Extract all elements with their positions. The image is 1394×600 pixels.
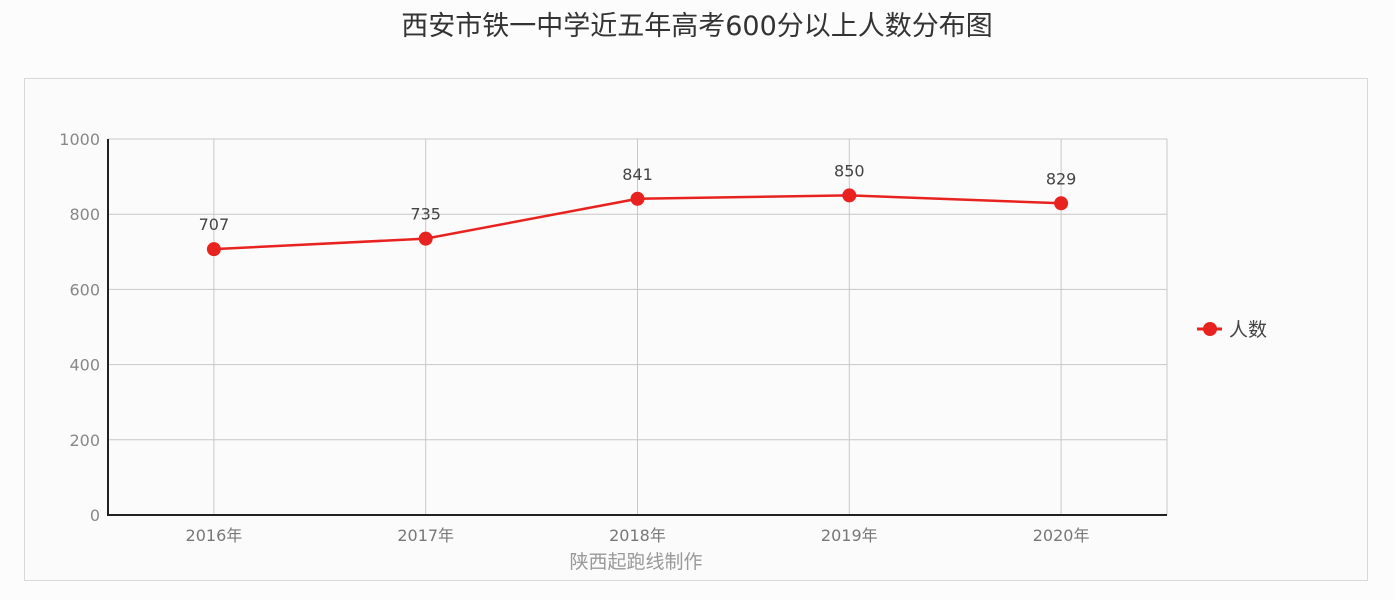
x-axis-ticks: 2016年 2017年 2018年 2019年 2020年 (186, 526, 1090, 545)
legend-label: 人数 (1229, 319, 1267, 341)
chart-panel (24, 78, 1368, 581)
data-point-marker[interactable] (206, 242, 221, 257)
data-label: 850 (834, 161, 865, 180)
data-label: 735 (410, 205, 441, 224)
series-line (206, 188, 1069, 257)
data-label: 829 (1046, 169, 1077, 188)
y-tick-label: 200 (69, 431, 100, 450)
legend-marker-icon (1203, 322, 1217, 336)
x-tick-label: 2017年 (397, 526, 454, 545)
data-point-marker[interactable] (1054, 196, 1069, 211)
data-label: 707 (199, 215, 230, 234)
data-point-marker[interactable] (418, 231, 433, 246)
x-tick-label: 2020年 (1033, 526, 1090, 545)
data-labels: 707 735 841 850 829 (199, 161, 1077, 234)
data-label: 841 (622, 165, 653, 184)
y-tick-label: 400 (69, 356, 100, 375)
gridlines (108, 138, 1168, 515)
x-tick-label: 2018年 (609, 526, 666, 545)
legend[interactable]: 人数 (1197, 319, 1267, 341)
y-tick-label: 600 (69, 280, 100, 299)
chart-title: 西安市铁一中学近五年高考600分以上人数分布图 (401, 11, 993, 42)
credit-label: 陕西起跑线制作 (569, 551, 702, 573)
y-tick-label: 0 (90, 506, 100, 525)
y-axis-ticks: 0 200 400 600 800 1000 (59, 130, 100, 525)
x-tick-label: 2016年 (186, 526, 243, 545)
x-tick-label: 2019年 (821, 526, 878, 545)
y-tick-label: 1000 (59, 130, 100, 149)
data-point-marker[interactable] (630, 191, 645, 206)
y-tick-label: 800 (69, 205, 100, 224)
axes (107, 139, 1167, 516)
data-point-marker[interactable] (842, 188, 857, 203)
